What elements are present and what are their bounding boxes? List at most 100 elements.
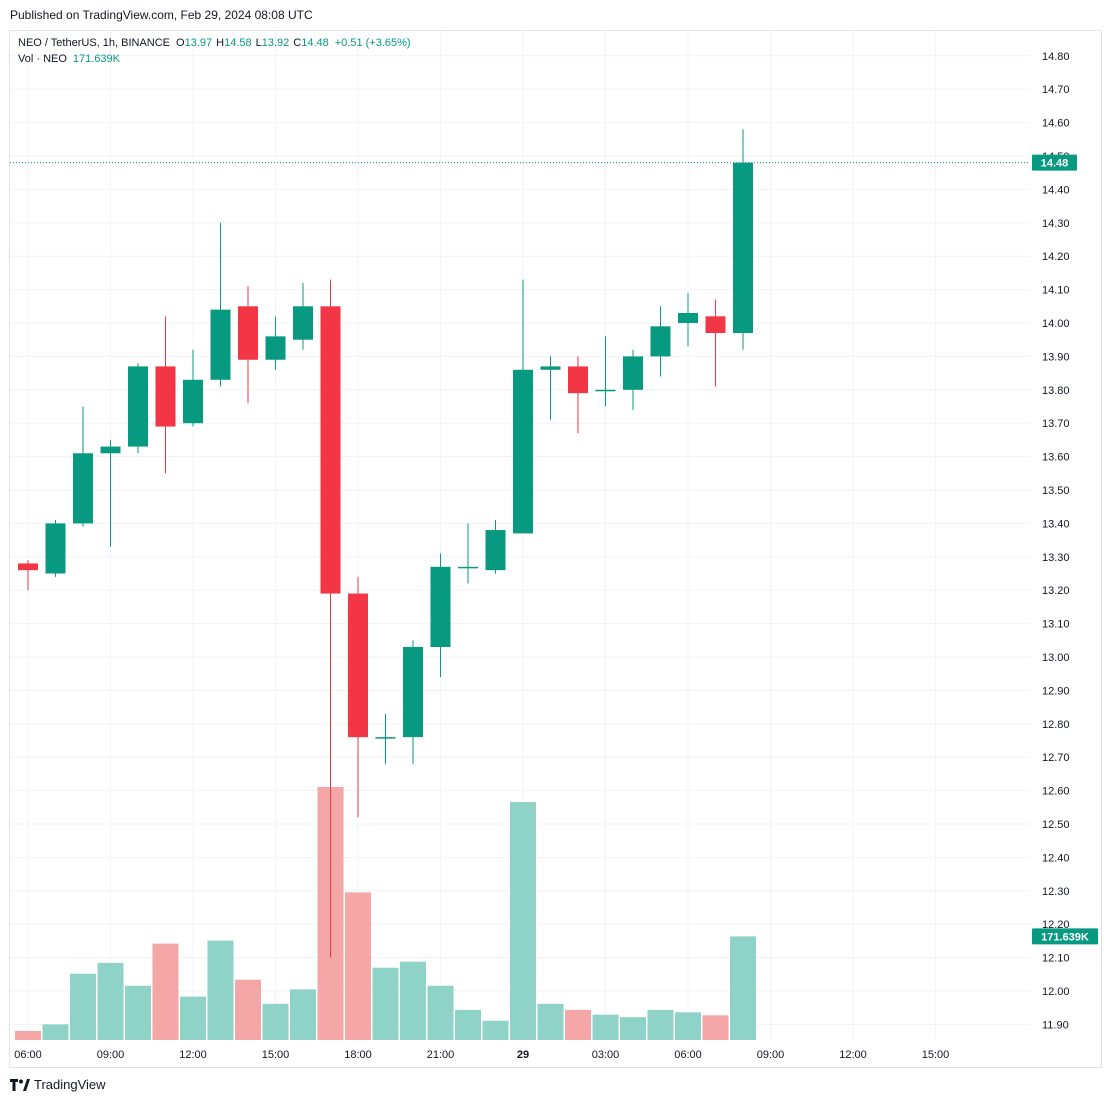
volume-bar[interactable] — [97, 962, 124, 1040]
volume-bars — [15, 787, 756, 1040]
volume-bar[interactable] — [702, 1015, 729, 1040]
candle-body[interactable] — [320, 306, 341, 594]
volume-bar[interactable] — [15, 1030, 41, 1040]
price-tick-label: 12.10 — [1042, 953, 1070, 965]
volume-bar[interactable] — [537, 1003, 564, 1040]
volume-bar[interactable] — [152, 943, 179, 1040]
legend-high-value: 14.58 — [224, 37, 252, 49]
candle-body[interactable] — [485, 530, 506, 571]
price-tick-label: 14.60 — [1042, 118, 1070, 130]
price-tick-label: 12.70 — [1042, 752, 1070, 764]
candle-body[interactable] — [733, 162, 753, 334]
price-tick-label: 12.40 — [1042, 852, 1070, 864]
candle-body[interactable] — [705, 316, 726, 334]
time-tick-label: 12:00 — [839, 1049, 867, 1061]
time-tick-label: 15:00 — [922, 1049, 950, 1061]
volume-bar[interactable] — [262, 1003, 289, 1040]
candle-body[interactable] — [403, 646, 423, 738]
time-tick-label: 09:00 — [757, 1049, 785, 1061]
price-tick-label: 13.40 — [1042, 518, 1070, 530]
candle-body[interactable] — [430, 566, 451, 647]
price-tick-label: 12.60 — [1042, 786, 1070, 798]
candle-body[interactable] — [678, 312, 698, 323]
volume-bar[interactable] — [592, 1014, 619, 1040]
price-tick-label: 11.90 — [1042, 1019, 1069, 1031]
price-tick-label: 14.40 — [1042, 184, 1070, 196]
price-tick-label: 12.00 — [1042, 986, 1070, 998]
candle-body[interactable] — [568, 366, 588, 394]
candle-body[interactable] — [45, 523, 66, 574]
candle-body[interactable] — [183, 379, 203, 424]
volume-bar[interactable] — [125, 985, 151, 1040]
candle-body[interactable] — [595, 389, 616, 392]
time-tick-label: 06:00 — [14, 1049, 42, 1061]
candle-body[interactable] — [265, 336, 286, 360]
candle-body[interactable] — [210, 309, 231, 380]
candle-body[interactable] — [458, 566, 478, 569]
chart-legend: NEO / TetherUS, 1h, BINANCE O13.97 H14.58 L… — [18, 35, 411, 67]
volume-bar[interactable] — [400, 961, 426, 1040]
axes: 14.8014.7014.6014.5014.4014.3014.2014.10… — [14, 51, 1069, 1061]
time-tick-label: 29 — [517, 1049, 529, 1061]
candle-body[interactable] — [18, 563, 38, 571]
candle-body[interactable] — [375, 737, 396, 739]
candle-body[interactable] — [155, 366, 176, 427]
candle-body[interactable] — [100, 446, 121, 454]
price-tick-label: 14.10 — [1042, 285, 1070, 297]
candle-body[interactable] — [650, 326, 671, 357]
candle-body[interactable] — [293, 306, 313, 340]
volume-bar[interactable] — [675, 1012, 701, 1040]
legend-high-label: H — [216, 37, 225, 49]
price-tick-label: 13.10 — [1042, 619, 1070, 631]
volume-bar[interactable] — [647, 1009, 674, 1040]
volume-bar[interactable] — [235, 979, 261, 1040]
legend-change: +0.51 (+3.65%) — [334, 37, 411, 49]
candle-body[interactable] — [128, 366, 148, 447]
price-tick-label: 12.20 — [1042, 919, 1070, 931]
volume-bar[interactable] — [510, 802, 536, 1040]
volume-bar[interactable] — [427, 985, 454, 1040]
legend-ohlc-row: NEO / TetherUS, 1h, BINANCE O13.97 H14.58 L… — [18, 35, 411, 51]
candle-body[interactable] — [623, 356, 643, 390]
volume-bar[interactable] — [565, 1009, 591, 1040]
price-tick-label: 13.60 — [1042, 452, 1070, 464]
price-tick-label: 14.70 — [1042, 84, 1070, 96]
last-price-badge — [1032, 154, 1077, 171]
volume-bar[interactable] — [207, 940, 234, 1040]
candle-body[interactable] — [513, 369, 533, 534]
volume-bar[interactable] — [180, 996, 206, 1040]
price-tick-label: 13.80 — [1042, 385, 1070, 397]
footer: TradingView — [10, 1077, 106, 1092]
volume-bar[interactable] — [345, 892, 371, 1040]
price-tick-label: 13.50 — [1042, 485, 1070, 497]
last-price-badge-label: 14.48 — [1041, 158, 1069, 170]
chart-frame — [9, 30, 1102, 1068]
candle-body[interactable] — [73, 453, 93, 524]
candle-body[interactable] — [238, 306, 258, 360]
time-tick-label: 12:00 — [179, 1049, 207, 1061]
legend-volume-value: 171.639K — [72, 53, 121, 65]
price-tick-label: 12.90 — [1042, 685, 1070, 697]
price-badges: 14.48 171.639K — [10, 154, 1098, 945]
volume-bar[interactable] — [482, 1020, 509, 1040]
footer-brand[interactable]: TradingView — [34, 1077, 106, 1092]
legend-low-label: L — [255, 37, 262, 49]
candle-body[interactable] — [540, 366, 561, 370]
volume-bar[interactable] — [290, 989, 316, 1040]
volume-bar[interactable] — [70, 973, 96, 1040]
legend-open-label: O — [176, 37, 185, 49]
published-caption: Published on TradingView.com, Feb 29, 20… — [10, 8, 313, 22]
price-tick-label: 13.20 — [1042, 585, 1070, 597]
candle-body[interactable] — [348, 593, 368, 738]
volume-bar[interactable] — [620, 1017, 646, 1040]
time-tick-label: 18:00 — [344, 1049, 372, 1061]
price-tick-label: 13.90 — [1042, 351, 1070, 363]
price-tick-label: 13.70 — [1042, 418, 1070, 430]
last-volume-badge — [1032, 928, 1098, 945]
volume-bar[interactable] — [42, 1024, 69, 1040]
price-tick-label: 14.30 — [1042, 218, 1070, 230]
volume-bar[interactable] — [730, 936, 756, 1040]
volume-bar[interactable] — [372, 967, 399, 1040]
volume-bar[interactable] — [455, 1009, 481, 1040]
